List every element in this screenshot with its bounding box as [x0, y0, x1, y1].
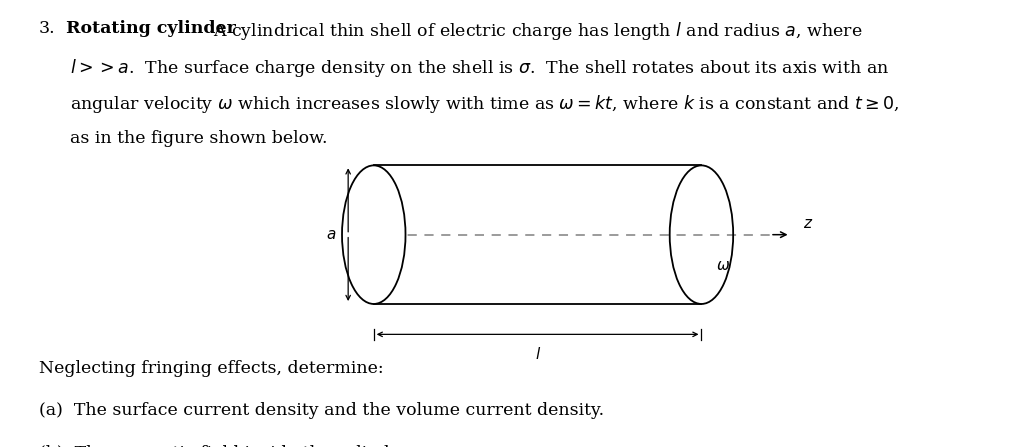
Ellipse shape — [342, 165, 406, 304]
Bar — [374, 165, 701, 304]
Text: (b)  The magnetic field inside the cylinder.: (b) The magnetic field inside the cylind… — [39, 445, 412, 447]
Text: $z$: $z$ — [803, 217, 813, 231]
Text: A cylindrical thin shell of electric charge has length $l$ and radius $a$, where: A cylindrical thin shell of electric cha… — [213, 20, 862, 42]
Ellipse shape — [670, 165, 733, 304]
Text: angular velocity $\omega$ which increases slowly with time as $\omega = kt$, whe: angular velocity $\omega$ which increase… — [70, 93, 899, 115]
Text: $a$: $a$ — [326, 228, 336, 242]
Text: (a)  The surface current density and the volume current density.: (a) The surface current density and the … — [39, 402, 604, 419]
Text: $\omega$: $\omega$ — [716, 259, 730, 273]
Text: $l >> a$.  The surface charge density on the shell is $\sigma$.  The shell rotat: $l >> a$. The surface charge density on … — [70, 57, 889, 79]
Text: Rotating cylinder: Rotating cylinder — [66, 20, 236, 37]
Text: $l$: $l$ — [535, 346, 541, 362]
Text: Neglecting fringing effects, determine:: Neglecting fringing effects, determine: — [39, 360, 384, 377]
Text: 3.: 3. — [39, 20, 55, 37]
Text: as in the figure shown below.: as in the figure shown below. — [70, 130, 327, 147]
